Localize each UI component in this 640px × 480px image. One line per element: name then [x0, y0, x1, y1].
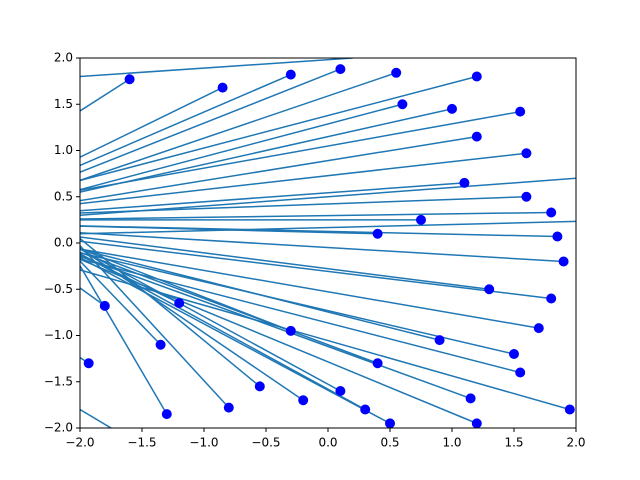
- scatter-point: [124, 74, 135, 85]
- scatter-point: [546, 207, 557, 218]
- line-segment: [80, 75, 477, 182]
- line-segment: [80, 408, 113, 428]
- line-segment: [80, 72, 397, 182]
- line-segment: [80, 196, 527, 214]
- scatter-point: [360, 404, 371, 415]
- scatter-point: [564, 404, 575, 415]
- line-segment: [80, 287, 106, 307]
- scatter-point: [459, 177, 470, 188]
- scatter-point: [521, 191, 532, 202]
- y-tick-label: 1.5: [54, 97, 73, 111]
- line-segment: [80, 232, 564, 263]
- scatter-point: [372, 228, 383, 239]
- line-segment: [80, 220, 576, 235]
- scatter-point: [335, 386, 346, 396]
- scatter-point: [465, 393, 476, 404]
- x-tick-label: −1.5: [127, 436, 156, 450]
- line-segment: [80, 58, 353, 78]
- y-tick-label: 1.0: [54, 143, 73, 157]
- scatter-point: [471, 71, 482, 82]
- scatter-point: [397, 99, 408, 110]
- line-segment: [80, 73, 292, 167]
- line-segment: [80, 247, 292, 332]
- scatter-point: [471, 418, 482, 428]
- scatter-point: [558, 256, 569, 267]
- line-segment: [80, 256, 391, 425]
- line-segment: [80, 225, 378, 235]
- line-segment: [80, 248, 539, 329]
- x-tick-label: 1.0: [442, 436, 461, 450]
- line-segment: [80, 244, 230, 409]
- x-tick-label: −1.0: [189, 436, 218, 450]
- line-segment: [80, 152, 527, 205]
- scatter-point: [155, 339, 166, 350]
- line-segment: [80, 182, 465, 212]
- line-segment: [80, 252, 366, 411]
- line-segment: [80, 260, 162, 346]
- line-segment: [80, 108, 453, 193]
- scatter-point: [533, 323, 544, 334]
- scatter-point: [546, 293, 557, 304]
- plot-area: [80, 58, 576, 428]
- scatter-point: [254, 381, 265, 392]
- line-segment: [80, 251, 378, 364]
- line-segment: [80, 78, 131, 112]
- scatter-point: [372, 358, 383, 369]
- x-tick-label: 2.0: [566, 436, 585, 450]
- y-tick-label: 0.0: [54, 236, 73, 250]
- line-segment: [80, 264, 168, 415]
- line-segment: [80, 177, 576, 216]
- scatter-point: [515, 106, 526, 117]
- scatter-point: [391, 67, 402, 78]
- line-segment: [80, 258, 521, 374]
- scatter-point: [385, 418, 395, 428]
- scatter-point: [434, 335, 445, 346]
- scatter-point: [509, 349, 519, 359]
- line-segment: [80, 236, 490, 290]
- scatter-point: [521, 148, 532, 159]
- x-tick-label: −0.5: [251, 436, 280, 450]
- x-tick-label: 1.5: [504, 436, 523, 450]
- line-segment: [80, 240, 552, 300]
- x-tick-label: 0.5: [380, 436, 399, 450]
- line-segment: [80, 211, 552, 220]
- scatter-point: [335, 64, 346, 75]
- scatter-point: [161, 409, 172, 420]
- line-segment: [80, 110, 521, 192]
- y-tick-label: −1.0: [44, 328, 73, 342]
- x-tick-label: −2.0: [65, 436, 94, 450]
- scatter-point: [515, 367, 526, 378]
- y-tick-label: −1.5: [44, 374, 73, 388]
- scatter-point: [447, 103, 457, 114]
- scatter-point: [285, 69, 296, 80]
- y-tick-label: −2.0: [44, 421, 73, 435]
- line-segment: [80, 103, 403, 191]
- scatter-point: [83, 358, 94, 369]
- line-segment: [80, 135, 477, 202]
- scatter-point: [217, 82, 228, 93]
- axes: −2.0 −1.5 −1.0 −0.5 0.0 0.5 1.0 1.5 2.0 −2.0 −1.5 −…: [44, 51, 586, 450]
- x-tick-label: 0.0: [318, 436, 337, 450]
- axes-frame: [79, 57, 577, 429]
- scatter-point: [471, 131, 482, 142]
- line-segment: [80, 86, 223, 159]
- scatter-point: [484, 284, 495, 295]
- scatter-point: [416, 214, 426, 225]
- scatter-point: [552, 231, 563, 242]
- y-tick-label: 0.5: [54, 189, 73, 203]
- scatter-point: [285, 325, 296, 336]
- line-segment: [80, 68, 341, 174]
- scatter-point: [223, 402, 234, 413]
- line-segment: [80, 247, 304, 401]
- y-tick-label: 2.0: [54, 51, 73, 65]
- scatter-point: [99, 300, 110, 311]
- scatter-point: [298, 395, 309, 406]
- scatter-point: [174, 298, 185, 309]
- y-tick-label: −0.5: [44, 282, 73, 296]
